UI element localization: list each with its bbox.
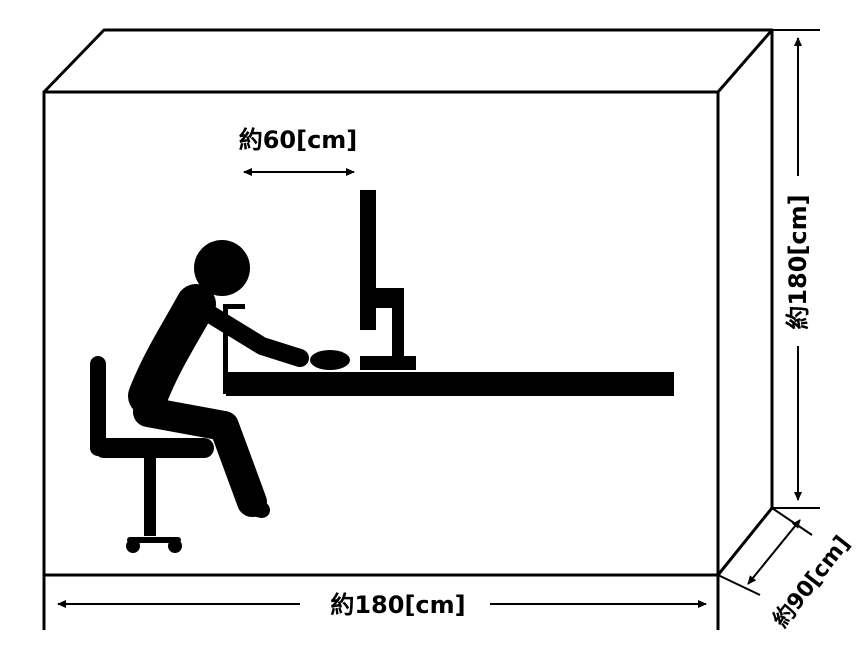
- chair-wheel-left: [126, 539, 140, 553]
- chair-icon: [90, 356, 214, 553]
- person-icon: [128, 240, 309, 518]
- monitor-stand: [392, 288, 404, 360]
- chair-seat: [94, 438, 214, 458]
- chair-backrest: [90, 356, 106, 456]
- monitor-base: [360, 356, 416, 370]
- booth-top-face: [42, 28, 774, 94]
- desk-top: [226, 372, 674, 396]
- person-torso: [128, 284, 216, 416]
- desk: [223, 304, 674, 396]
- viewing-distance-label: 約60[cm]: [239, 126, 358, 154]
- width-label-bg: [300, 588, 490, 620]
- mouse-icon: [310, 350, 350, 370]
- person-head: [194, 240, 250, 296]
- person-foot: [244, 500, 270, 518]
- monitor-screen: [360, 190, 376, 330]
- person-arm: [191, 299, 309, 367]
- person-leg: [133, 397, 267, 517]
- depth-ext-front: [717, 574, 761, 596]
- chair-wheel-right: [168, 539, 182, 553]
- desk-side-bracket: [223, 304, 245, 309]
- height-label: 約180[cm]: [784, 194, 812, 329]
- width-label: 約180[cm]: [330, 591, 465, 619]
- depth-label: 約90[cm]: [768, 531, 855, 633]
- booth-bottom-edge: [716, 507, 774, 576]
- desk-side-post: [223, 304, 228, 394]
- monitor-icon: [360, 190, 416, 370]
- height-label-bg: [784, 176, 812, 346]
- chair-post: [144, 456, 156, 536]
- booth-front-face: [42, 90, 720, 577]
- depth-arrow: [747, 519, 801, 585]
- booth-outline: [42, 28, 774, 630]
